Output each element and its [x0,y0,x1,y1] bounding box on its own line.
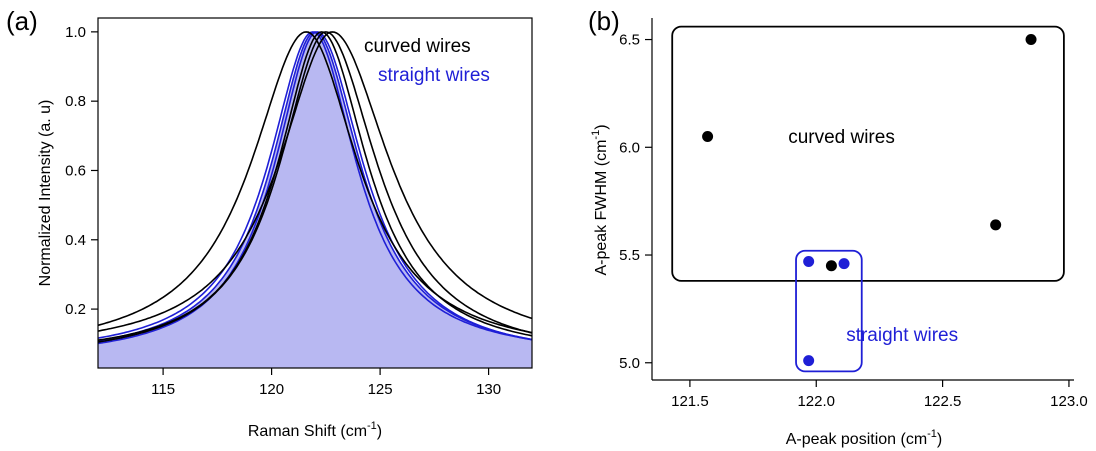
straight-wires-region [795,249,863,373]
x-tick-label: 122.0 [797,393,835,410]
panel-b-y-axis-label: A-peak FWHM (cm-1) [590,124,610,275]
straight-wire-spectrum-2 [97,31,533,345]
x-tick-label: 122.5 [924,393,962,410]
panel-b-y-ticks: 5.0 5.5 6.0 6.5 [619,32,652,372]
y-tick-label: 6.5 [619,32,640,49]
curved-wire-spectrum-6 [97,31,533,343]
panel-a-y-ticks: 0.2 0.4 0.6 0.8 1.0 [65,24,98,318]
y-tick-label: 1.0 [65,24,86,41]
x-tick-label: 115 [151,381,175,398]
straight-wires-annotation: straight wires [846,325,958,346]
panel-b-regions [671,25,1065,373]
straight-wire-point-1 [838,258,850,270]
legend-curved-wires: curved wires [364,36,471,57]
curved-wire-point-2 [990,219,1002,231]
straight-wire-point-0 [803,255,815,267]
panel-b-points [702,34,1037,367]
panel-b-annotations: curved wires straight wires [788,127,958,346]
panel-b-label: (b) [588,6,620,36]
panel-a-x-ticks: 115 120 125 130 [151,368,501,398]
curved-wire-point-1 [825,260,837,272]
panel-a-label: (a) [6,6,38,36]
panel-a: (a) 115 120 125 130 0.2 0.4 0.6 0.8 1.0 Raman S… [6,6,533,440]
y-tick-label: 5.5 [619,247,640,264]
curved-wire-point-3 [1025,34,1037,46]
y-tick-label: 0.2 [65,301,86,318]
y-tick-label: 0.8 [65,93,86,110]
x-tick-label: 120 [259,381,284,398]
panel-a-frame [97,17,533,369]
panel-b-x-ticks: 121.5 122.0 122.5 123.0 [671,380,1088,410]
curved-wire-spectrum-4 [97,31,533,341]
legend-straight-wires: straight wires [378,65,490,86]
curved-wires-region [671,25,1065,282]
curved-wires-annotation: curved wires [788,127,895,148]
y-tick-label: 6.0 [619,139,640,156]
y-tick-label: 0.6 [65,162,86,179]
panel-b-x-axis-label: A-peak position (cm-1) [786,428,943,448]
x-tick-label: 123.0 [1050,393,1088,410]
y-tick-label: 0.4 [65,232,86,249]
x-tick-label: 130 [476,381,501,398]
straight-wire-point-2 [803,355,815,367]
panel-a-y-axis-label: Normalized Intensity (a. u) [37,100,54,287]
x-tick-label: 121.5 [671,393,709,410]
y-tick-label: 5.0 [619,355,640,372]
spectrum-fill [98,31,532,369]
curved-wire-point-0 [702,131,714,143]
panel-a-plot-area [97,31,533,369]
x-tick-label: 125 [368,381,393,398]
curved-wire-spectrum-5 [97,31,533,332]
panel-a-x-axis-label: Raman Shift (cm-1) [248,420,382,440]
panel-b: (b) curved wires straight wires 121.5 122.… [588,6,1088,448]
